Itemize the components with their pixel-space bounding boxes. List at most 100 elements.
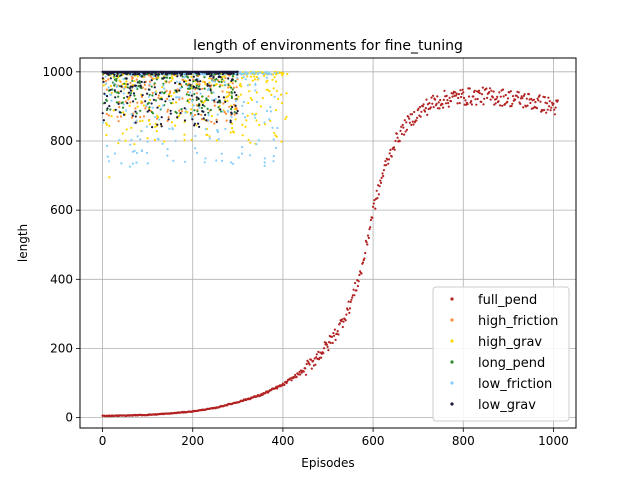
full_pend-point <box>355 289 358 292</box>
full_pend-point <box>501 88 505 91</box>
full_pend-point <box>341 318 344 321</box>
full_pend-point <box>459 89 462 92</box>
full_pend-point <box>436 95 439 98</box>
low_friction-point <box>254 89 257 92</box>
full_pend-point <box>480 100 483 103</box>
high_grav-point <box>124 139 127 142</box>
long_pend-point <box>218 80 221 83</box>
x-tick-label: 0 <box>99 434 107 448</box>
legend-label: high_friction <box>478 314 558 329</box>
low_friction-point <box>152 75 155 78</box>
high_friction-point <box>142 115 146 118</box>
full_pend-point <box>451 95 454 98</box>
full_pend-point <box>298 370 301 373</box>
low_friction-point <box>192 104 195 107</box>
full_pend-point <box>369 226 372 229</box>
high_grav-point <box>265 88 268 91</box>
low_friction-point <box>257 77 260 80</box>
full_pend-point <box>327 349 330 352</box>
low_friction-point <box>272 155 275 158</box>
long_pend-point <box>185 83 188 86</box>
low_friction-point <box>110 99 113 102</box>
high_grav-point <box>183 139 186 142</box>
high_friction-point <box>140 102 143 105</box>
low_friction-point <box>253 113 256 117</box>
low_grav-point <box>158 91 162 94</box>
low_friction-point <box>133 149 136 152</box>
full_pend-point <box>519 102 522 105</box>
full_pend-point <box>371 216 374 219</box>
full_pend-point <box>305 362 308 366</box>
low_friction-point <box>131 162 134 165</box>
full_pend-point <box>308 363 311 366</box>
low_friction-point <box>115 84 118 87</box>
long_pend-point <box>168 76 171 80</box>
full_pend-point <box>464 99 467 102</box>
full_pend-point <box>376 197 379 200</box>
long_pend-point <box>193 93 196 96</box>
full_pend-point <box>395 132 398 135</box>
full_pend-point <box>550 106 553 109</box>
low_grav-point <box>136 81 139 84</box>
full_pend-point <box>476 97 479 101</box>
high_grav-point <box>138 120 142 123</box>
long_pend-point <box>134 97 137 101</box>
full_pend-point <box>283 383 286 386</box>
high_grav-point <box>136 75 139 78</box>
full_pend-point <box>545 102 549 105</box>
high_grav-point <box>275 109 278 112</box>
full_pend-point <box>457 93 460 96</box>
high_grav-point <box>188 101 191 104</box>
full_pend-point <box>510 104 513 108</box>
low_friction-point <box>223 81 226 84</box>
high_grav-point <box>215 139 219 142</box>
high_grav-point <box>105 123 108 126</box>
low_grav-point <box>192 75 195 78</box>
high_grav-point <box>251 98 254 102</box>
long_pend-point <box>218 85 221 88</box>
long_pend-point <box>210 91 213 94</box>
low_friction-point <box>189 91 192 94</box>
full_pend-point <box>365 241 368 244</box>
high_grav-point <box>226 99 229 102</box>
full_pend-point <box>543 96 546 99</box>
high_grav-point <box>108 176 111 179</box>
low_friction-point <box>105 82 108 85</box>
long_pend-point <box>154 99 157 102</box>
low_grav-point <box>102 119 105 122</box>
low_grav-point <box>120 85 123 88</box>
long_pend-point <box>113 78 116 81</box>
high_friction-point <box>105 88 108 91</box>
high_grav-point <box>202 80 205 83</box>
long_pend-point <box>230 108 233 111</box>
legend-marker <box>450 297 454 301</box>
full_pend-point <box>445 94 448 97</box>
high_grav-point <box>190 108 193 111</box>
long_pend-point <box>187 76 190 79</box>
low_grav-point <box>235 112 238 115</box>
high_friction-point <box>129 101 132 104</box>
long_pend-point <box>186 87 190 90</box>
low_friction-point <box>135 119 138 122</box>
low_friction-point <box>240 72 243 75</box>
full_pend-point <box>546 108 549 111</box>
x-tick-label: 400 <box>271 434 294 448</box>
long_pend-point <box>231 88 234 91</box>
full_pend-point <box>367 236 370 240</box>
full_pend-point <box>415 119 418 122</box>
high_grav-point <box>270 93 273 96</box>
high_friction-point <box>116 115 119 118</box>
low_grav-point <box>193 122 196 125</box>
high_friction-point <box>136 101 139 104</box>
long_pend-point <box>207 99 210 102</box>
low_friction-point <box>269 110 272 113</box>
low_friction-point <box>113 152 116 155</box>
full_pend-point <box>332 332 335 335</box>
high_friction-point <box>181 97 184 100</box>
long_pend-point <box>203 87 206 90</box>
long_pend-point <box>212 84 215 87</box>
low_grav-point <box>195 78 198 81</box>
low_friction-point <box>199 92 202 95</box>
full_pend-point <box>387 162 390 165</box>
full_pend-point <box>442 106 445 109</box>
